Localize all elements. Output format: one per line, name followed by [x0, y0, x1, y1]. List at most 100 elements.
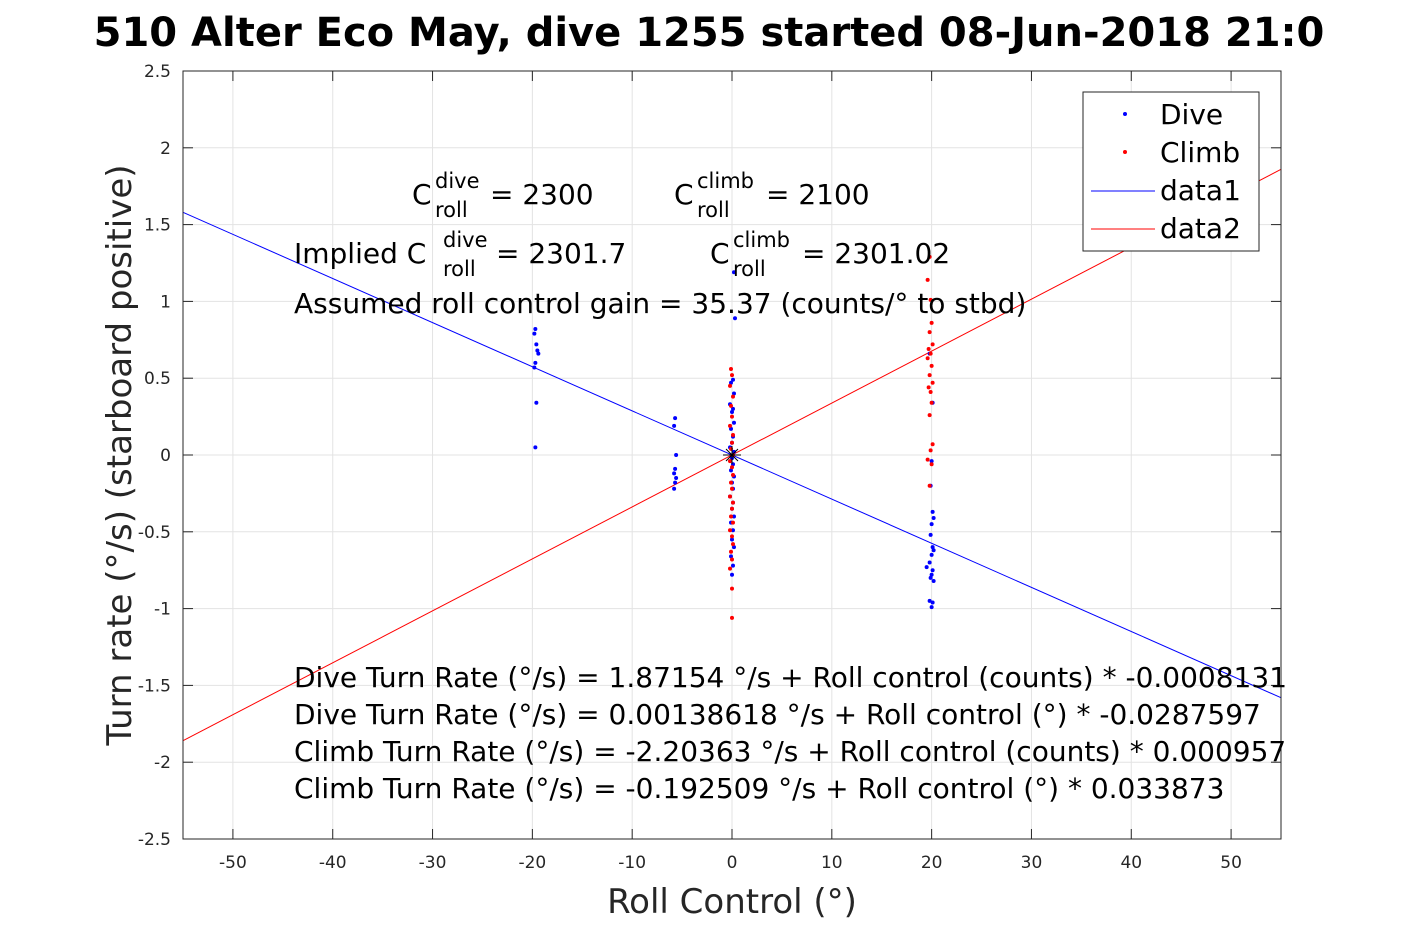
- data-point-climb: [728, 566, 733, 571]
- y-tick-label: -1: [154, 600, 171, 620]
- legend-label-data1: data1: [1160, 174, 1241, 207]
- y-tick-label: 0: [160, 446, 171, 466]
- data-point-dive: [674, 453, 679, 457]
- data-point-climb: [928, 351, 933, 356]
- data-point-dive: [730, 537, 734, 542]
- origin-marker-d2: [725, 448, 739, 462]
- y-tick-label: 1: [160, 292, 171, 312]
- data-point-climb: [730, 615, 734, 620]
- legend-box: [1082, 91, 1260, 252]
- x-tick-label: 30: [1021, 853, 1043, 873]
- data-point-climb: [730, 557, 734, 562]
- data-point-climb: [730, 542, 735, 547]
- y-tick-label: 2: [160, 139, 171, 159]
- annotation-c-climb-sub: roll: [697, 198, 730, 222]
- data-point-climb: [730, 414, 734, 419]
- data-point-dive: [730, 563, 735, 568]
- data-point-dive: [532, 365, 537, 370]
- legend-label-climb: Climb: [1160, 136, 1240, 169]
- data-point-climb: [925, 356, 930, 361]
- data-point-dive: [931, 578, 936, 583]
- data-point-climb: [925, 277, 930, 282]
- data-point-dive: [929, 572, 934, 577]
- origin-marker: [723, 446, 741, 464]
- data-point-dive: [931, 548, 936, 553]
- data-point-dive: [673, 480, 678, 485]
- data-point-dive: [731, 420, 736, 425]
- legend: Dive Climb data1 data2: [1082, 91, 1260, 252]
- data-point-dive: [533, 327, 538, 332]
- annotation-c-dive: C dive roll = 2300: [412, 169, 594, 222]
- annotation-c-dive-letter: C: [412, 178, 432, 211]
- data-point-climb: [928, 448, 933, 453]
- data-point-climb: [730, 394, 735, 399]
- annotation-implied-dive: Implied C dive roll = 2301.7: [294, 228, 626, 281]
- data-point-dive: [927, 598, 932, 603]
- data-point-dive: [533, 445, 538, 450]
- annotation-implied-climb: C climb roll = 2301.02: [710, 228, 950, 281]
- x-tick-label: -40: [319, 853, 347, 873]
- data-point-climb: [930, 342, 935, 347]
- annotation-c-climb-sup: climb: [697, 169, 754, 193]
- data-point-dive: [731, 391, 736, 396]
- x-axis-label: Roll Control (°): [607, 882, 857, 922]
- data-point-climb: [730, 586, 734, 591]
- y-tick-label: -0.5: [138, 523, 171, 543]
- data-point-climb: [730, 440, 734, 445]
- y-tick-label: 2.5: [144, 62, 171, 82]
- annotation-eq-dive-degrees: Dive Turn Rate (°/s) = 0.00138618 °/s + …: [294, 698, 1261, 731]
- data-point-dive: [730, 406, 735, 411]
- data-point-dive: [672, 486, 677, 491]
- data-point-dive: [730, 409, 734, 414]
- data-point-climb: [929, 320, 934, 325]
- data-point-dive: [731, 449, 736, 454]
- y-tick-label: 0.5: [144, 369, 171, 389]
- data-point-climb: [730, 465, 734, 470]
- x-tick-label: 20: [921, 853, 943, 873]
- data-point-dive: [533, 360, 538, 365]
- x-tick-label: -10: [618, 853, 646, 873]
- data-point-climb: [729, 514, 734, 519]
- data-point-dive: [672, 423, 677, 428]
- data-point-climb: [929, 363, 934, 368]
- data-point-dive: [930, 545, 935, 550]
- x-tick-label: 10: [821, 853, 843, 873]
- x-tick-label: 0: [727, 853, 738, 873]
- data-point-climb: [927, 330, 932, 335]
- legend-label-dive: Dive: [1160, 98, 1223, 131]
- y-tick-label: -2.5: [138, 830, 171, 850]
- annotation-gain: Assumed roll control gain = 35.37 (count…: [294, 287, 1026, 320]
- annotation-c-dive-value: = 2300: [490, 178, 594, 211]
- data-point-climb: [927, 373, 932, 378]
- data-point-dive: [674, 476, 679, 481]
- y-tick-label: 1.5: [144, 216, 171, 236]
- data-point-climb: [728, 383, 733, 388]
- data-point-climb: [729, 366, 734, 371]
- data-point-dive: [730, 377, 735, 382]
- annotation-eq-climb-counts: Climb Turn Rate (°/s) = -2.20363 °/s + R…: [294, 735, 1286, 768]
- legend-marker-climb: [1123, 150, 1127, 154]
- x-tick-label: 40: [1120, 853, 1142, 873]
- x-tick-label: 50: [1220, 853, 1242, 873]
- annotation-implied-climb-sub: roll: [733, 257, 766, 281]
- annotation-implied-climb-sup: climb: [733, 228, 790, 252]
- annotation-c-climb: C climb roll = 2100: [674, 169, 870, 222]
- annotation-c-dive-sup: dive: [435, 169, 480, 193]
- data-point-climb: [729, 480, 734, 485]
- annotation-implied-dive-value: = 2301.7: [496, 237, 626, 270]
- annotation-implied-climb-letter: C: [710, 237, 730, 270]
- data-point-climb: [728, 459, 733, 464]
- data-points: [532, 254, 936, 620]
- data-point-dive: [928, 532, 933, 537]
- data-point-climb: [926, 347, 931, 352]
- data-point-climb: [925, 457, 930, 462]
- data-point-climb: [730, 520, 735, 525]
- data-point-dive: [929, 552, 934, 557]
- annotation-implied-dive-sub: roll: [443, 257, 476, 281]
- data-point-dive: [729, 554, 734, 559]
- data-point-climb: [929, 462, 934, 467]
- data-point-dive: [924, 565, 929, 570]
- data-point-dive: [927, 560, 932, 565]
- data-point-dive: [930, 600, 935, 605]
